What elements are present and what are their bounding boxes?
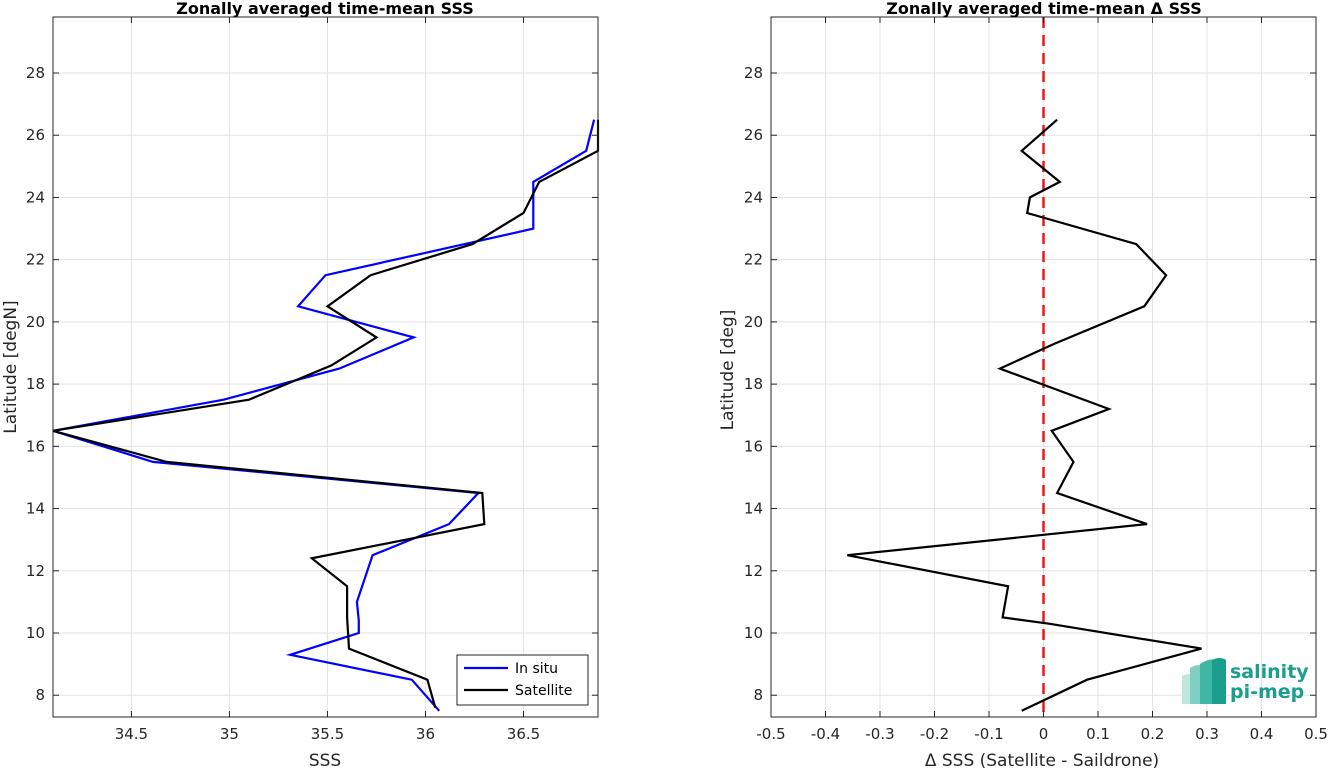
salinity-pi-mep-logo: salinity pi-mep (1182, 658, 1309, 704)
logo-line1: salinity (1230, 661, 1309, 683)
y-tick-label: 14 (744, 500, 763, 518)
x-tick-label: -0.1 (974, 725, 1003, 743)
legend-label-in-situ: In situ (515, 661, 558, 677)
ticks: 34.5 35 35.5 36 36.5 8 10 12 14 16 18 20 22 24 26 28 (26, 17, 598, 743)
x-tick-label: -0.3 (865, 725, 894, 743)
x-tick-label: 0.1 (1086, 725, 1110, 743)
series-line-satellite (52, 119, 600, 708)
chart-title: Zonally averaged time-mean Δ SSS (886, 0, 1202, 18)
wave-icon (1182, 658, 1226, 704)
y-tick-label: 8 (753, 686, 763, 704)
x-tick-label: 35 (220, 725, 239, 743)
y-axis-label: Latitude [degN] (1, 300, 21, 433)
y-tick-label: 8 (35, 686, 45, 704)
x-tick-label: -0.5 (756, 725, 785, 743)
legend-label-satellite: Satellite (515, 683, 572, 699)
y-tick-label: 20 (26, 313, 45, 331)
x-tick-label: 0.3 (1195, 725, 1219, 743)
x-tick-label: 36.5 (507, 725, 540, 743)
x-axis-label: Δ SSS (Satellite - Saildrone) (925, 751, 1159, 769)
legend-box (456, 654, 589, 706)
y-tick-label: 24 (744, 188, 763, 206)
legend: In situ Satellite (456, 654, 589, 706)
x-tick-label: 35.5 (311, 725, 344, 743)
y-tick-label: 22 (744, 251, 763, 269)
chart-title: Zonally averaged time-mean SSS (176, 0, 474, 18)
y-tick-label: 12 (744, 562, 763, 580)
y-tick-label: 10 (26, 624, 45, 642)
series-layer (52, 119, 600, 712)
y-tick-label: 20 (744, 313, 763, 331)
y-axis-label: Latitude [deg] (718, 310, 738, 431)
y-tick-label: 12 (26, 562, 45, 580)
x-tick-label: -0.4 (811, 725, 840, 743)
ticks: -0.5 -0.4 -0.3 -0.2 -0.1 0 0.1 0.2 0.3 0.4 0.5 8 10 1… (744, 17, 1328, 743)
y-tick-label: 18 (744, 375, 763, 393)
x-tick-label: 34.5 (115, 725, 148, 743)
y-tick-label: 26 (744, 126, 763, 144)
y-tick-label: 14 (26, 500, 45, 518)
y-tick-label: 16 (744, 437, 763, 455)
x-tick-label: 0.2 (1141, 725, 1165, 743)
x-axis-label: SSS (309, 751, 341, 769)
y-tick-label: 26 (26, 126, 45, 144)
x-tick-label: 0 (1039, 725, 1049, 743)
axes-box (52, 16, 599, 718)
series-layer (847, 17, 1202, 717)
y-tick-label: 18 (26, 375, 45, 393)
delta-sss-profile-chart: -0.5 -0.4 -0.3 -0.2 -0.1 0 0.1 0.2 0.3 0.4 0.5 8 10 1… (718, 0, 1328, 769)
sss-profile-chart: 34.5 35 35.5 36 36.5 8 10 12 14 16 18 20 22 24 26 28 Zo… (1, 0, 600, 769)
y-tick-label: 22 (26, 251, 45, 269)
y-tick-label: 24 (26, 188, 45, 206)
series-line-in-situ (52, 119, 596, 712)
x-tick-label: -0.2 (920, 725, 949, 743)
x-tick-label: 0.4 (1250, 725, 1274, 743)
series-line-delta-sss (847, 118, 1202, 712)
x-tick-label: 36 (416, 725, 435, 743)
logo-line2: pi-mep (1230, 681, 1304, 703)
y-tick-label: 28 (26, 64, 45, 82)
x-tick-label: 0.5 (1304, 725, 1328, 743)
y-tick-label: 10 (744, 624, 763, 642)
y-tick-label: 16 (26, 437, 45, 455)
y-tick-label: 28 (744, 64, 763, 82)
